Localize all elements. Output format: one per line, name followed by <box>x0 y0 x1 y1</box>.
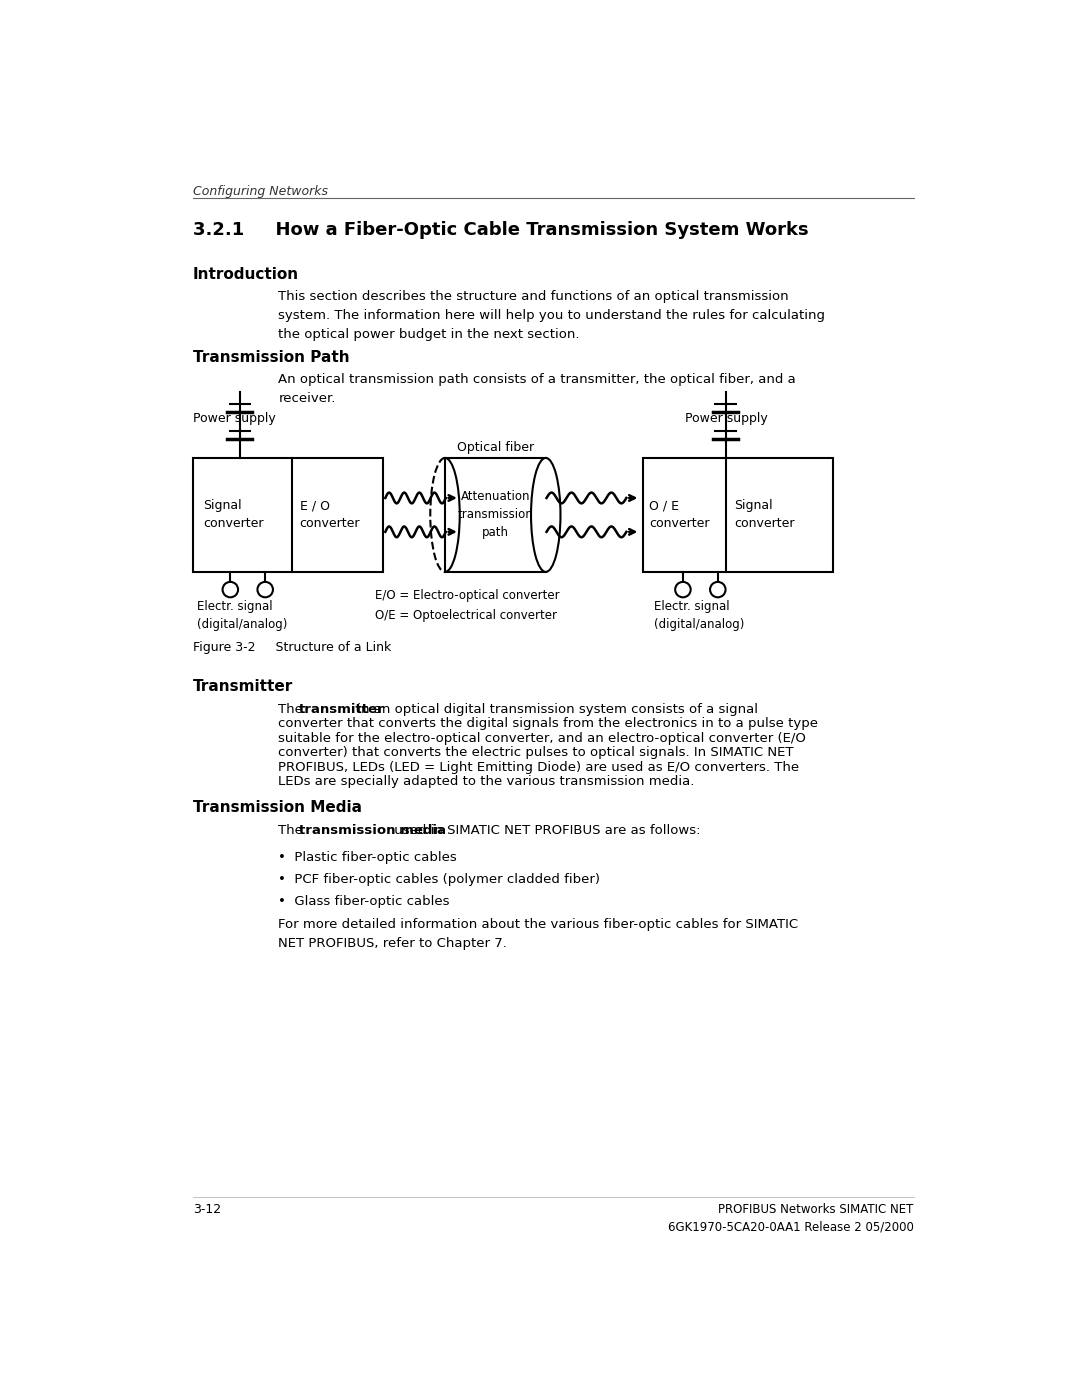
Text: An optical transmission path consists of a transmitter, the optical fiber, and a: An optical transmission path consists of… <box>279 373 796 405</box>
Ellipse shape <box>531 458 561 571</box>
Text: For more detailed information about the various fiber-optic cables for SIMATIC
N: For more detailed information about the … <box>279 918 798 950</box>
Bar <box>643 458 833 571</box>
Text: transmitter: transmitter <box>298 703 384 715</box>
Text: Electr. signal
(digital/analog): Electr. signal (digital/analog) <box>197 599 287 630</box>
Text: 3-12: 3-12 <box>193 1203 221 1215</box>
Text: Attenuation
transmission
path: Attenuation transmission path <box>458 490 534 539</box>
Text: •  Plastic fiber-optic cables: • Plastic fiber-optic cables <box>279 851 457 863</box>
Circle shape <box>710 583 726 598</box>
Text: Introduction: Introduction <box>193 267 299 282</box>
Text: The: The <box>279 824 308 837</box>
Text: •  PCF fiber-optic cables (polymer cladded fiber): • PCF fiber-optic cables (polymer cladde… <box>279 873 600 886</box>
Text: Electr. signal
(digital/analog): Electr. signal (digital/analog) <box>654 599 744 630</box>
Bar <box>445 458 545 571</box>
Text: Transmission Path: Transmission Path <box>193 351 350 365</box>
Text: The: The <box>279 703 308 715</box>
Text: Power supply: Power supply <box>685 412 768 425</box>
Text: E/O = Electro-optical converter: E/O = Electro-optical converter <box>375 588 559 602</box>
Text: Transmitter: Transmitter <box>193 679 294 694</box>
Text: Signal
converter: Signal converter <box>203 499 264 531</box>
Circle shape <box>222 583 238 598</box>
Text: O/E = Optoelectrical converter: O/E = Optoelectrical converter <box>375 609 557 622</box>
Text: LEDs are specially adapted to the various transmission media.: LEDs are specially adapted to the variou… <box>279 775 694 788</box>
Text: in an optical digital transmission system consists of a signal: in an optical digital transmission syste… <box>353 703 758 715</box>
Bar <box>193 458 383 571</box>
Text: used in SIMATIC NET PROFIBUS are as follows:: used in SIMATIC NET PROFIBUS are as foll… <box>390 824 701 837</box>
Text: O / E
converter: O / E converter <box>649 499 710 531</box>
Text: Configuring Networks: Configuring Networks <box>193 184 328 197</box>
Text: This section describes the structure and functions of an optical transmission
sy: This section describes the structure and… <box>279 291 825 341</box>
Text: Signal
converter: Signal converter <box>734 499 795 531</box>
Text: transmission media: transmission media <box>298 824 446 837</box>
Text: suitable for the electro-optical converter, and an electro-optical converter (E/: suitable for the electro-optical convert… <box>279 732 807 745</box>
Circle shape <box>675 583 691 598</box>
Text: Power supply: Power supply <box>193 412 275 425</box>
Text: converter) that converts the electric pulses to optical signals. In SIMATIC NET: converter) that converts the electric pu… <box>279 746 794 759</box>
Circle shape <box>257 583 273 598</box>
Text: E / O
converter: E / O converter <box>299 499 360 531</box>
Text: Figure 3-2     Structure of a Link: Figure 3-2 Structure of a Link <box>193 641 391 654</box>
Text: Transmission Media: Transmission Media <box>193 800 362 814</box>
Text: •  Glass fiber-optic cables: • Glass fiber-optic cables <box>279 894 450 908</box>
Text: PROFIBUS Networks SIMATIC NET
6GK1970-5CA20-0AA1 Release 2 05/2000: PROFIBUS Networks SIMATIC NET 6GK1970-5C… <box>669 1203 914 1234</box>
Text: Optical fiber: Optical fiber <box>457 441 534 454</box>
Text: converter that converts the digital signals from the electronics in to a pulse t: converter that converts the digital sign… <box>279 717 819 731</box>
Text: 3.2.1     How a Fiber-Optic Cable Transmission System Works: 3.2.1 How a Fiber-Optic Cable Transmissi… <box>193 221 809 239</box>
Text: PROFIBUS, LEDs (LED = Light Emitting Diode) are used as E/O converters. The: PROFIBUS, LEDs (LED = Light Emitting Dio… <box>279 761 799 774</box>
